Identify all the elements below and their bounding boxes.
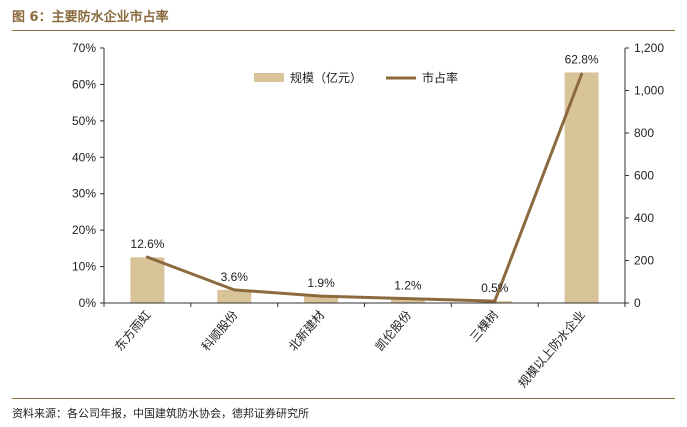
right-tick-label: 600 <box>634 169 654 183</box>
line-series <box>145 72 584 303</box>
bar-1 <box>130 257 165 303</box>
data-label-6: 62.8% <box>565 52 599 66</box>
category-label: 凯伦股份 <box>372 307 414 353</box>
data-label-3: 1.9% <box>307 276 335 290</box>
data-labels: 12.6% 3.6% 1.9% 1.2% 0.5% 62.8% <box>130 52 599 295</box>
right-tick-label: 1,000 <box>634 84 664 98</box>
share-line <box>145 72 584 303</box>
share-point-5 <box>493 299 497 303</box>
category-label: 北新建材 <box>285 307 327 353</box>
right-tick-label: 0 <box>634 296 641 310</box>
legend-swatch-bar <box>254 73 284 82</box>
bar-4 <box>390 298 425 303</box>
left-tick-label: 40% <box>72 150 96 164</box>
bar-2 <box>217 289 252 303</box>
category-label: 科顺股份 <box>199 308 241 354</box>
right-tick-label: 1,200 <box>634 41 664 55</box>
category-label: 东方雨虹 <box>111 307 153 353</box>
share-point-6 <box>580 72 584 76</box>
category-label: 三棵树 <box>466 307 501 344</box>
left-tick-label: 70% <box>72 41 96 55</box>
right-tick-label: 800 <box>634 126 654 140</box>
category-label: 规模以上防水企业 <box>515 307 588 390</box>
share-point-1 <box>145 255 149 259</box>
legend-label-bar: 规模（亿元） <box>290 70 362 85</box>
data-label-4: 1.2% <box>394 279 422 293</box>
left-tick-label: 60% <box>72 77 96 91</box>
bar-3 <box>304 295 339 303</box>
data-label-2: 3.6% <box>221 270 249 284</box>
left-tick-label: 10% <box>72 260 96 274</box>
figure-title: 图 6：主要防水企业市占率 <box>12 10 169 25</box>
data-label-1: 12.6% <box>130 237 164 251</box>
data-label-5: 0.5% <box>481 281 509 295</box>
footer-rule <box>12 398 675 399</box>
title-rule <box>12 30 675 31</box>
left-tick-label: 50% <box>72 114 96 128</box>
bar-series <box>130 72 599 303</box>
right-tick-label: 400 <box>634 211 654 225</box>
share-point-2 <box>232 288 236 292</box>
bar-6 <box>564 72 599 303</box>
right-tick-label: 200 <box>634 254 654 268</box>
share-point-4 <box>406 297 410 301</box>
legend: 规模（亿元） 市占率 <box>254 70 458 85</box>
left-tick-label: 20% <box>72 223 96 237</box>
source-note: 资料来源：各公司年报，中国建筑防水协会，德邦证券研究所 <box>12 407 309 420</box>
chart: 0% 10% 20% 30% 40% 50% 60% 70% 0 200 400 600 800 1,00… <box>72 41 664 390</box>
left-tick-label: 30% <box>72 187 96 201</box>
share-point-3 <box>319 294 323 298</box>
legend-label-line: 市占率 <box>422 70 458 85</box>
left-tick-label: 0% <box>79 296 97 310</box>
